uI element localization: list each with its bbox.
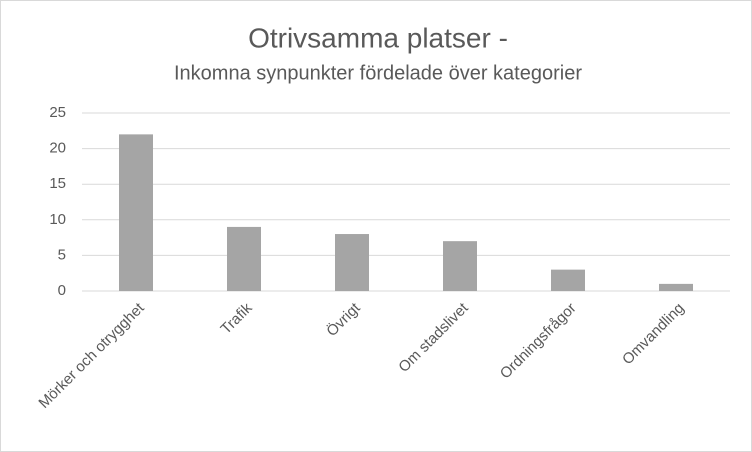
bar bbox=[659, 283, 693, 291]
y-tick-label: 25 bbox=[49, 104, 66, 121]
y-tick-label: 5 bbox=[58, 246, 66, 263]
y-tick-label: 20 bbox=[49, 140, 66, 157]
y-tick-label: 0 bbox=[58, 282, 66, 299]
chart-subtitle: Inkomna synpunkter fördelade över katego… bbox=[174, 62, 582, 84]
y-tick-label: 10 bbox=[49, 211, 66, 228]
bar bbox=[119, 134, 153, 291]
chart-title: Otrivsamma platser - bbox=[248, 22, 508, 53]
bar bbox=[551, 269, 585, 291]
bar bbox=[335, 234, 369, 291]
bar bbox=[443, 241, 477, 291]
y-tick-label: 15 bbox=[49, 175, 66, 192]
bar bbox=[227, 226, 261, 291]
